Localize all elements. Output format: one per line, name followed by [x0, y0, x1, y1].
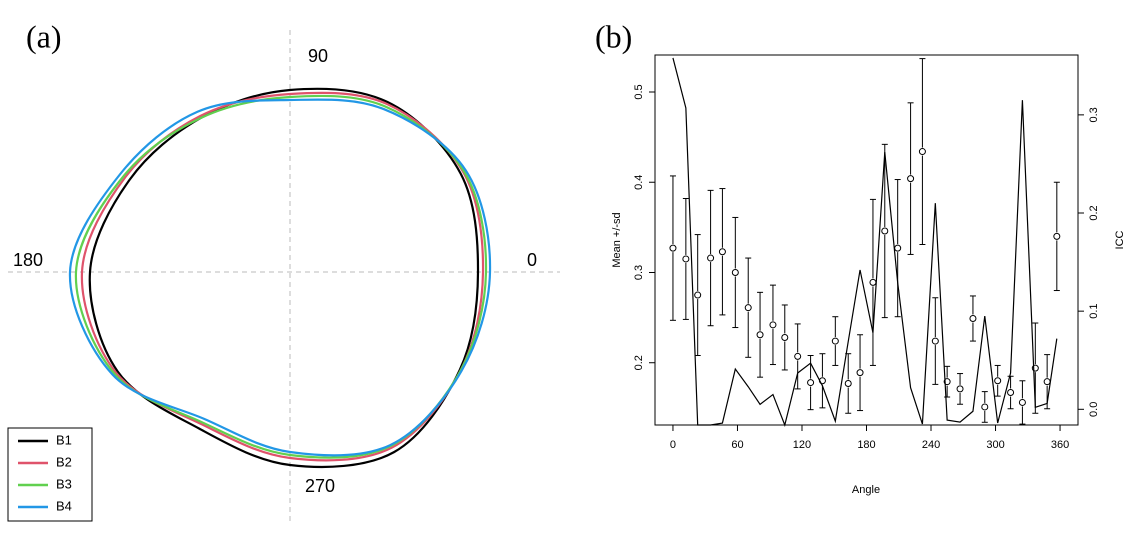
- angle-label: 180: [13, 250, 43, 270]
- panel-label: (a): [26, 18, 62, 54]
- error-bar: [757, 291, 764, 378]
- mean-point: [1043, 378, 1051, 386]
- legend-label: B2: [56, 454, 72, 469]
- mean-point: [1007, 389, 1015, 397]
- error-bar: [1007, 375, 1014, 410]
- y-axis-label: Mean +/-sd: [611, 212, 623, 267]
- outline: [74, 94, 488, 459]
- x-tick-label: 0: [670, 439, 676, 451]
- outline: [68, 98, 492, 457]
- mean-point: [781, 333, 789, 341]
- y2-tick-label: 0.1: [1088, 304, 1100, 319]
- error-bar: [1053, 181, 1060, 292]
- error-bar: [719, 188, 726, 316]
- x-tick-label: 240: [922, 439, 940, 451]
- outline: [88, 87, 480, 469]
- angle-label: 90: [308, 46, 328, 66]
- mean-point: [844, 379, 852, 387]
- mean-point: [731, 268, 739, 276]
- mean-point: [956, 385, 964, 393]
- error-bar: [1044, 354, 1051, 410]
- panel-label: (b): [595, 18, 632, 54]
- error-bar: [682, 197, 689, 320]
- mean-point: [907, 175, 915, 183]
- mean-point: [718, 248, 726, 256]
- y-tick-label: 0.3: [633, 265, 645, 280]
- mean-point: [831, 337, 839, 345]
- mean-point: [707, 254, 715, 262]
- mean-point: [694, 291, 702, 299]
- mean-point: [994, 377, 1002, 385]
- legend-label: B3: [56, 476, 72, 491]
- mean-point: [881, 227, 889, 235]
- x-tick-label: 360: [1051, 439, 1069, 451]
- error-bar: [807, 355, 814, 411]
- error-bar: [745, 257, 752, 358]
- y2-tick-label: 0.0: [1088, 402, 1100, 417]
- error-bar: [781, 304, 788, 371]
- mean-point: [894, 244, 902, 252]
- error-bar: [944, 365, 951, 398]
- x-tick-label: 300: [986, 439, 1004, 451]
- outline: [80, 91, 485, 462]
- legend-label: B4: [56, 498, 72, 513]
- error-bar: [957, 373, 964, 405]
- error-bar: [932, 297, 939, 385]
- mean-point: [769, 321, 777, 329]
- y-tick-label: 0.5: [633, 84, 645, 99]
- error-bar: [769, 284, 776, 366]
- mean-point: [931, 337, 939, 345]
- plot-frame: [654, 54, 1079, 426]
- mean-point: [794, 352, 802, 360]
- error-bar: [1019, 380, 1026, 425]
- mean-point: [669, 244, 677, 252]
- error-bar: [669, 175, 676, 321]
- y-tick-label: 0.2: [633, 355, 645, 370]
- mean-point: [856, 369, 864, 377]
- legend-label: B1: [56, 432, 72, 447]
- angle-label: 0: [527, 250, 537, 270]
- error-bar: [969, 295, 976, 342]
- legend-box: [7, 427, 93, 522]
- y-tick-label: 0.4: [633, 175, 645, 190]
- icc-line: [672, 57, 1058, 427]
- x-tick-label: 180: [857, 439, 875, 451]
- mean-point: [682, 255, 690, 263]
- error-bar: [832, 316, 839, 366]
- mean-point: [981, 403, 989, 411]
- mean-point: [756, 331, 764, 339]
- error-bar: [732, 216, 739, 329]
- error-bar: [819, 353, 826, 409]
- mean-point: [1018, 398, 1026, 406]
- error-bar: [981, 391, 988, 423]
- mean-point: [807, 379, 815, 387]
- mean-point: [869, 278, 877, 286]
- x-axis-label: Angle: [852, 484, 880, 496]
- error-bar: [707, 189, 714, 327]
- error-bar: [919, 58, 926, 246]
- error-bar: [857, 334, 864, 412]
- angle-label: 270: [305, 476, 335, 496]
- y2-tick-label: 0.3: [1088, 107, 1100, 122]
- mean-point: [969, 315, 977, 323]
- y2-tick-label: 0.2: [1088, 205, 1100, 220]
- mean-point: [918, 148, 926, 156]
- error-bar: [907, 102, 914, 255]
- mean-point: [1053, 232, 1061, 240]
- error-bar: [994, 364, 1001, 397]
- x-tick-label: 60: [731, 439, 743, 451]
- mean-point: [744, 304, 752, 312]
- x-tick-label: 120: [793, 439, 811, 451]
- y2-axis-label: ICC: [1114, 230, 1126, 249]
